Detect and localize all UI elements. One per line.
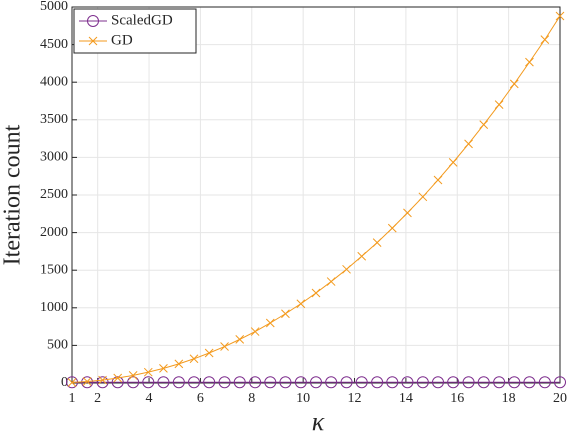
marker xyxy=(127,376,140,389)
marker xyxy=(462,376,475,389)
marker xyxy=(555,11,565,21)
marker xyxy=(525,57,534,67)
marker xyxy=(448,158,458,167)
legend-label: ScaledGD xyxy=(111,12,173,28)
y-tick-label: 3000 xyxy=(40,150,68,165)
marker xyxy=(281,309,290,319)
marker xyxy=(142,376,155,389)
y-axis-label: Iteration count xyxy=(0,124,26,265)
marker xyxy=(540,35,550,44)
marker xyxy=(433,175,443,185)
marker xyxy=(342,264,351,274)
marker xyxy=(493,376,506,389)
marker xyxy=(220,342,229,351)
x-tick-label: 2 xyxy=(94,391,101,406)
x-tick-label: 10 xyxy=(296,391,310,406)
marker xyxy=(538,376,551,389)
x-tick-label: 20 xyxy=(553,391,567,406)
y-tick-label: 500 xyxy=(47,338,68,353)
marker xyxy=(418,192,428,202)
marker xyxy=(113,373,123,383)
x-tick-label: 6 xyxy=(197,391,204,406)
marker xyxy=(250,327,260,336)
marker xyxy=(326,277,336,286)
marker xyxy=(204,348,214,358)
marker xyxy=(310,376,322,389)
marker xyxy=(464,139,473,149)
marker xyxy=(98,375,107,385)
marker xyxy=(325,376,338,389)
marker xyxy=(355,376,368,389)
x-tick-label: 1 xyxy=(69,391,76,406)
x-tick-label: 12 xyxy=(348,391,362,406)
marker xyxy=(172,376,185,389)
marker xyxy=(311,288,321,298)
marker xyxy=(387,223,397,233)
marker xyxy=(294,376,307,389)
marker xyxy=(67,378,77,387)
y-tick-label: 1000 xyxy=(40,300,68,315)
marker xyxy=(509,79,519,89)
marker xyxy=(87,15,99,27)
marker xyxy=(82,377,92,386)
marker xyxy=(128,371,138,380)
marker xyxy=(111,376,124,389)
marker xyxy=(189,354,199,364)
x-tick-label: 18 xyxy=(502,391,516,406)
marker xyxy=(96,376,109,389)
marker xyxy=(403,208,412,218)
marker xyxy=(279,376,292,389)
marker xyxy=(479,120,489,129)
y-tick-label: 3500 xyxy=(40,112,68,127)
marker xyxy=(265,318,275,328)
marker xyxy=(218,376,231,389)
x-tick-label: 8 xyxy=(248,391,255,406)
x-tick-label: 14 xyxy=(399,391,413,406)
x-tick-label: 16 xyxy=(450,391,464,406)
marker xyxy=(508,376,521,389)
marker xyxy=(157,376,170,389)
marker xyxy=(432,376,444,389)
legend-box xyxy=(73,8,197,54)
marker xyxy=(357,251,367,261)
marker xyxy=(401,376,414,389)
x-axis-label: κ xyxy=(312,407,325,434)
marker xyxy=(174,359,184,369)
series-line xyxy=(71,15,561,383)
y-tick-label: 2000 xyxy=(40,225,68,240)
marker xyxy=(143,367,153,377)
marker xyxy=(554,376,566,389)
marker xyxy=(340,376,353,389)
plot-frame xyxy=(71,6,561,384)
y-tick-label: 4000 xyxy=(40,74,68,89)
marker xyxy=(416,376,429,389)
y-tick-label: 5000 xyxy=(40,0,68,14)
marker xyxy=(494,100,504,109)
marker xyxy=(88,36,98,46)
marker xyxy=(523,376,536,389)
marker xyxy=(296,299,306,309)
marker xyxy=(188,376,200,389)
marker xyxy=(159,363,168,373)
marker xyxy=(233,376,246,389)
marker xyxy=(447,376,460,389)
y-tick-label: 4500 xyxy=(40,37,68,52)
y-tick-label: 1500 xyxy=(40,262,68,277)
marker xyxy=(235,335,245,344)
marker xyxy=(477,376,490,389)
marker xyxy=(203,376,216,389)
x-tick-label: 4 xyxy=(146,391,153,406)
marker xyxy=(264,376,277,389)
marker xyxy=(249,376,262,389)
marker xyxy=(386,376,399,389)
marker xyxy=(372,238,382,247)
marker xyxy=(371,376,384,389)
legend-label: GD xyxy=(111,32,133,48)
y-tick-label: 2500 xyxy=(40,187,68,202)
y-tick-label: 0 xyxy=(61,375,68,390)
